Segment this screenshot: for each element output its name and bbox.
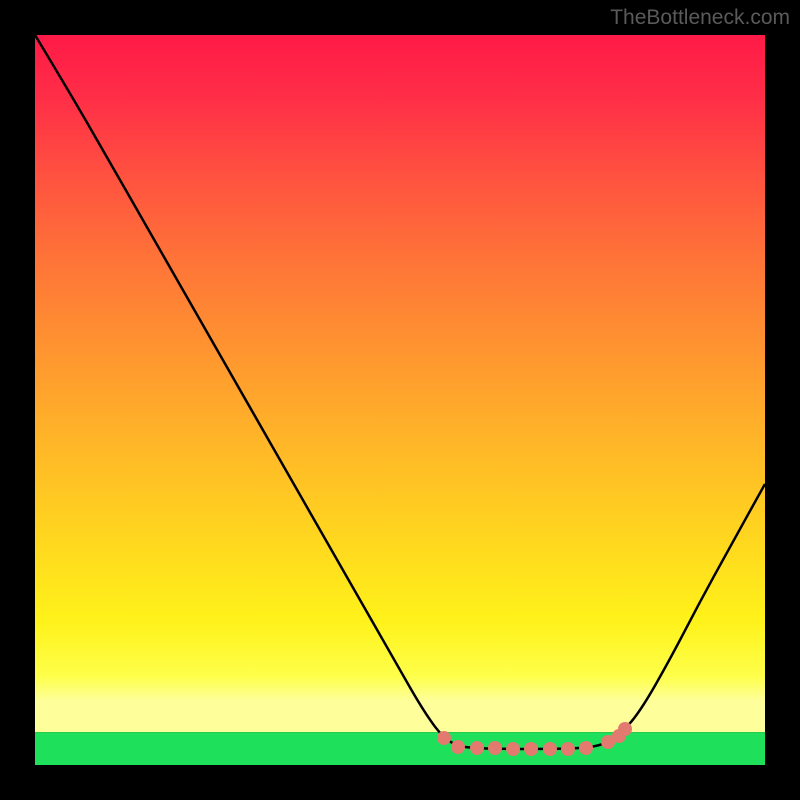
curve-marker xyxy=(470,741,484,755)
curve-marker xyxy=(524,742,538,756)
curve-marker xyxy=(451,740,465,754)
bottleneck-curve xyxy=(35,35,765,749)
watermark-text: TheBottleneck.com xyxy=(610,6,790,30)
curve-marker xyxy=(543,742,557,756)
curve-marker xyxy=(561,742,575,756)
plot-area xyxy=(35,35,765,765)
curve-marker xyxy=(506,742,520,756)
curve-marker xyxy=(488,741,502,755)
curve-marker xyxy=(579,741,593,755)
curve-marker xyxy=(437,731,451,745)
curve-layer xyxy=(35,35,765,765)
curve-marker xyxy=(618,722,632,736)
